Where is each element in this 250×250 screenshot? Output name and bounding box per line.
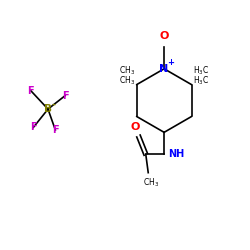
Text: O: O [130,122,140,132]
Text: NH: NH [168,149,185,159]
Text: F: F [28,86,34,96]
Text: F: F [30,122,37,132]
Text: N: N [160,64,169,74]
Text: CH$_3$: CH$_3$ [119,65,135,78]
Text: F: F [62,91,68,101]
Text: O: O [160,31,169,41]
Text: -: - [52,100,56,110]
Text: +: + [167,58,174,67]
Text: CH$_3$: CH$_3$ [142,176,159,189]
Text: F: F [52,125,59,135]
Text: CH$_3$: CH$_3$ [119,75,135,87]
Text: H$_3$C: H$_3$C [193,75,209,87]
Text: B: B [44,104,52,114]
Text: H$_3$C: H$_3$C [193,65,209,78]
